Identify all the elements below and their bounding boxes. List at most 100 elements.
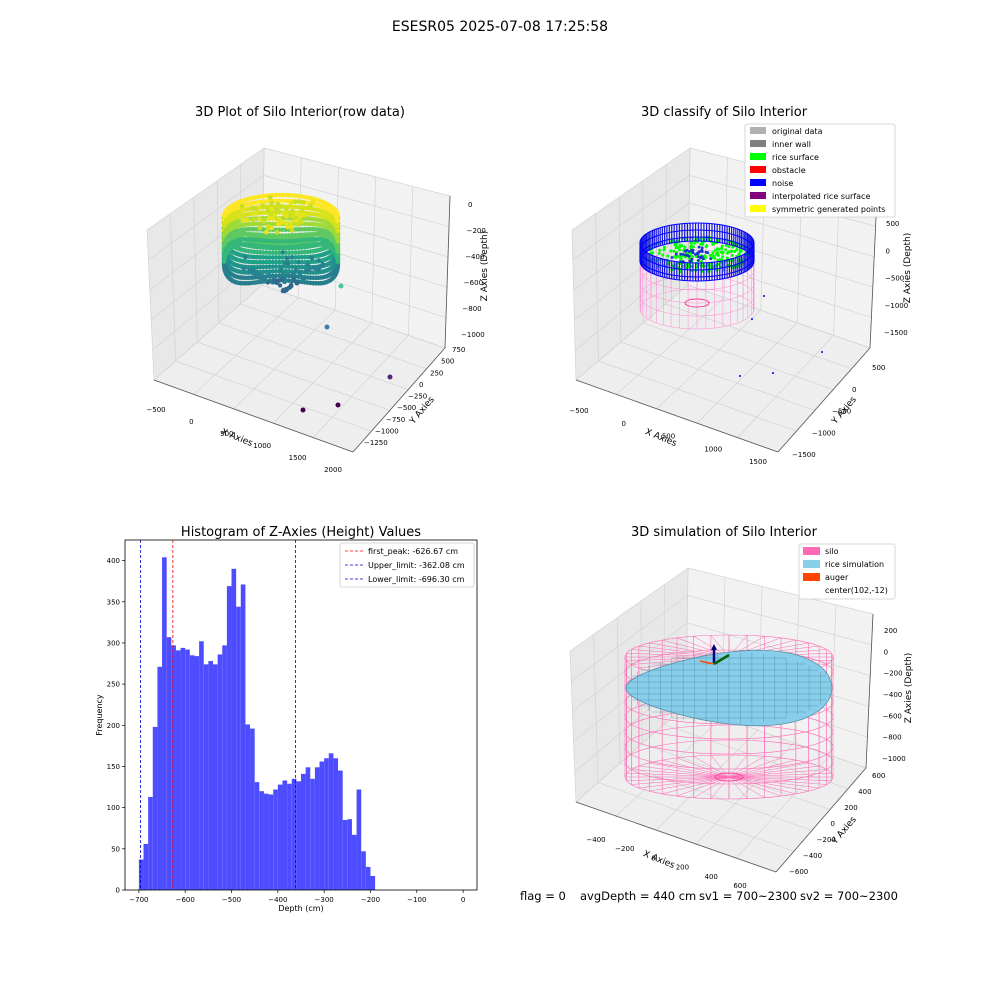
raw-surface-point — [300, 200, 306, 205]
simulation-gridline — [593, 634, 599, 783]
panel-classify-3d: 3D classify of Silo Interior −500 0 500 100… — [569, 105, 913, 466]
classify-gridline — [643, 322, 834, 390]
simulation-center-marker — [714, 772, 744, 782]
raw-gridline — [193, 197, 198, 343]
classify-rice-point — [678, 248, 681, 252]
raw-bottom-point — [301, 275, 306, 281]
classify-y-tick-label: −500 — [832, 408, 851, 416]
classify-z-axis-line — [869, 195, 878, 349]
classify-rice-point — [661, 253, 665, 257]
histogram-bar — [370, 876, 376, 890]
raw-surface-point — [294, 222, 300, 228]
classify-stray-point — [772, 372, 774, 374]
simulation-x-tick-label: 600 — [733, 882, 746, 890]
histogram-bar — [361, 851, 366, 890]
histogram-y-ticks: 0 50 100 150 200 250 300 350 400 — [107, 557, 125, 895]
histogram-bar — [143, 843, 149, 890]
raw-gridline — [216, 180, 220, 324]
classify-gridline — [571, 229, 577, 381]
raw-surface-point — [266, 216, 272, 222]
classify-interpolated-ring — [639, 249, 755, 291]
histogram-reference-lines — [140, 540, 296, 890]
histogram-bar — [166, 637, 172, 890]
footer-flag: flag = 0 — [520, 889, 566, 903]
classify-rice-point — [724, 248, 728, 252]
simulation-z-tick-label: −600 — [883, 712, 902, 720]
raw-bottom-point — [297, 269, 302, 274]
histogram-y-tick-label: 50 — [111, 845, 120, 853]
classify-rice-point — [712, 242, 716, 245]
raw-surface-point — [298, 212, 304, 218]
simulation-model — [624, 634, 834, 800]
simulation-legend-label: rice simulation — [825, 560, 884, 569]
histogram-bar — [194, 656, 200, 890]
simulation-y-tick-label: −400 — [803, 852, 822, 860]
simulation-x-tick-label: 0 — [651, 854, 655, 862]
histogram-bar — [277, 784, 283, 890]
raw-surface-point — [284, 213, 289, 219]
classify-x-tick-label: −500 — [569, 407, 588, 415]
classify-x-tick-label: 1500 — [749, 458, 767, 466]
histogram-bar — [189, 655, 195, 890]
histogram-legend: first_peak: -626.67 cm Upper_limit: -362.… — [339, 542, 475, 588]
simulation-gridline — [597, 782, 795, 852]
classify-rice-point — [677, 254, 681, 258]
raw-bottom-point — [277, 283, 283, 288]
classify-rice-point — [727, 250, 731, 254]
histogram-bar — [342, 820, 348, 890]
simulation-auger-red — [699, 660, 715, 665]
raw-bottom-point — [307, 267, 312, 272]
histogram-bar — [226, 586, 232, 890]
raw-bottom-point — [261, 276, 267, 282]
simulation-y-tick-label: 400 — [858, 788, 871, 796]
raw-y-tick-label: 750 — [452, 346, 465, 354]
raw-bottom-point — [267, 273, 272, 278]
raw-wall-point — [280, 264, 285, 269]
classify-wall-ring — [639, 222, 755, 264]
histogram-bar — [282, 780, 288, 890]
histogram-bar — [305, 767, 311, 890]
raw-wall-point — [273, 255, 279, 260]
histogram-y-tick-label: 300 — [107, 639, 120, 647]
classify-side-pane — [572, 148, 690, 380]
histogram-bar — [213, 664, 218, 890]
raw-gridline — [261, 284, 446, 349]
simulation-z-tick-label: 0 — [884, 648, 888, 656]
classify-rice-point — [683, 245, 687, 249]
histogram-title: Histogram of Z-Axies (Height) Values — [181, 525, 421, 540]
raw-bottom-point — [296, 260, 301, 265]
histogram-bar — [287, 783, 292, 890]
raw-wall-point — [293, 255, 298, 260]
raw-bottom-point — [293, 268, 298, 273]
histogram-bar — [199, 641, 204, 890]
raw-wall-point — [335, 223, 341, 229]
raw-bottom-point — [281, 287, 286, 293]
raw-surface-point — [288, 200, 294, 206]
raw-wall-point — [270, 238, 276, 244]
classify-wall-ring — [639, 229, 755, 271]
raw-wall-point — [335, 218, 341, 224]
simulation-y-tick-label: 0 — [831, 820, 835, 828]
histogram-bar — [328, 753, 334, 890]
raw-bottom-point — [311, 265, 317, 271]
classify-rice-point — [666, 254, 670, 258]
raw-wall-point — [280, 227, 285, 233]
classify-noise-point — [709, 257, 713, 260]
histogram-bar — [273, 789, 278, 890]
raw-surface-point — [283, 206, 289, 212]
classify-rice-point — [725, 256, 729, 260]
raw-surface-point — [265, 207, 271, 213]
raw-z-tick-label: −400 — [465, 253, 484, 261]
raw-surface-point — [268, 211, 273, 217]
classify-rice-point — [738, 250, 742, 254]
histogram-bar — [296, 781, 301, 890]
simulation-y-tick-label: 200 — [844, 804, 857, 812]
simulation-z-tick-label: −800 — [882, 734, 901, 742]
classify-noise-point — [687, 250, 691, 253]
raw-z-label: Z Axies (Depth) — [480, 231, 490, 302]
raw-bottom-point — [276, 278, 281, 283]
simulation-x-axis-line — [575, 801, 777, 873]
classify-legend-swatch — [750, 179, 766, 186]
classify-gridline — [665, 303, 852, 370]
classify-y-tick-label: 500 — [872, 364, 885, 372]
